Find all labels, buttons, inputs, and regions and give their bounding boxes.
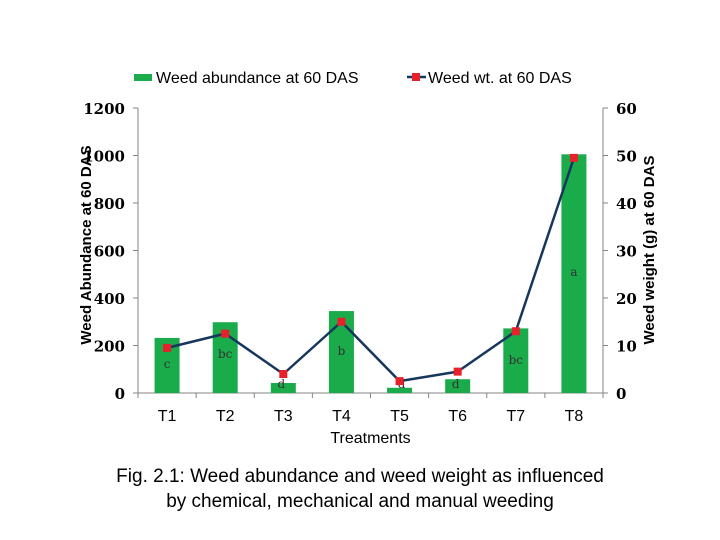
left-tick-label: 400 <box>94 290 125 308</box>
marker-T7 <box>511 327 520 336</box>
bar-label: b <box>338 344 346 358</box>
bar-label: bc <box>509 353 524 367</box>
line-series <box>163 153 578 386</box>
bar-label: a <box>570 265 577 279</box>
weed-weight-line <box>166 157 576 383</box>
x-tick-label: T2 <box>216 408 235 425</box>
legend: Weed abundance at 60 DAS Weed wt. at 60 D… <box>134 70 572 87</box>
left-tick-label: 1000 <box>83 148 125 166</box>
x-tick-label: T6 <box>448 408 467 425</box>
left-tick-label: 200 <box>94 338 125 356</box>
marker-T2 <box>221 329 230 338</box>
right-tick-label: 60 <box>616 100 637 118</box>
x-tick-label: T5 <box>390 408 409 425</box>
right-tick-label: 40 <box>616 195 637 213</box>
axis-titles: Treatments Weed Abundance at 60 DAS Weed w… <box>78 145 658 447</box>
caption-line-1: Fig. 2.1: Weed abundance and weed weight… <box>116 466 604 487</box>
right-tick-label: 20 <box>616 290 637 308</box>
x-tick-label: T3 <box>274 408 293 425</box>
marker-T3 <box>279 370 288 378</box>
x-axis-title: Treatments <box>330 430 410 447</box>
bar-label: d <box>452 377 460 391</box>
legend-label-bar: Weed abundance at 60 DAS <box>156 70 359 87</box>
right-tick-label: 0 <box>616 385 626 403</box>
marker-T6 <box>453 367 462 376</box>
marker-T5 <box>395 377 404 386</box>
marker-T1 <box>163 343 172 352</box>
left-tick-label: 0 <box>115 385 125 403</box>
x-tick-label: T7 <box>506 408 525 425</box>
legend-label-line: Weed wt. at 60 DAS <box>428 70 572 87</box>
left-tick-label: 600 <box>94 243 125 261</box>
legend-swatch-marker <box>412 73 420 81</box>
marker-T8 <box>569 153 578 162</box>
bar-T7 <box>503 328 529 393</box>
right-tick-label: 50 <box>616 148 637 166</box>
right-tick-label: 30 <box>616 243 637 261</box>
right-tick-label: 10 <box>616 338 637 356</box>
legend-swatch-bar <box>134 74 152 81</box>
axes <box>133 107 608 398</box>
bar-T3 <box>270 383 296 393</box>
bar-series <box>154 154 587 393</box>
marker-T4 <box>337 317 346 326</box>
left-tick-label: 800 <box>94 195 125 213</box>
right-axis-title: Weed weight (g) at 60 DAS <box>641 156 658 345</box>
bar-T5 <box>387 387 413 393</box>
bar-label: d <box>277 377 285 391</box>
caption-line-2: by chemical, mechanical and manual weedi… <box>166 491 554 512</box>
figure-caption: Fig. 2.1: Weed abundance and weed weight… <box>0 464 720 514</box>
x-tick-label: T4 <box>332 408 351 425</box>
left-axis-title: Weed Abundance at 60 DAS <box>78 145 95 344</box>
bar-T8 <box>561 154 587 393</box>
tick-labels: 0 200 400 600 800 1000 1200 0 10 20 30 40 50 60 T1 T2 T3… <box>83 100 637 425</box>
x-tick-label: T8 <box>565 408 584 425</box>
left-tick-label: 1200 <box>83 100 125 118</box>
bar-label: bc <box>218 347 233 361</box>
bar-T6 <box>445 379 471 393</box>
x-tick-label: T1 <box>158 408 177 425</box>
bar-label: c <box>164 357 171 371</box>
